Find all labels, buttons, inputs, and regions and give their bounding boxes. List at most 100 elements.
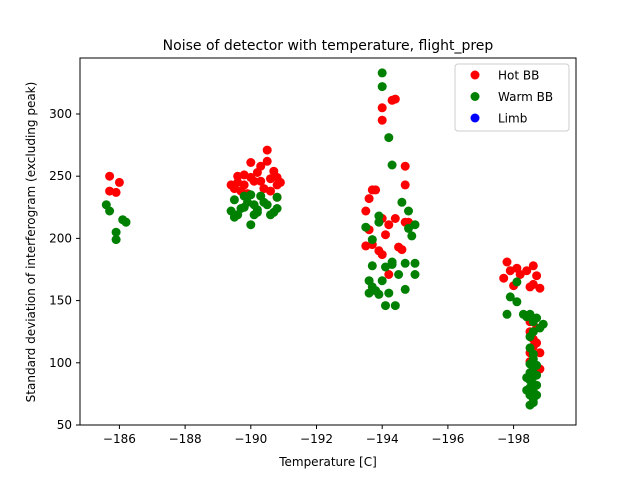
point-warm-bb-42 — [384, 288, 394, 298]
point-warm-bb-1 — [105, 206, 115, 216]
legend-marker-hot-bb — [470, 70, 480, 80]
point-hot-bb-60 — [528, 261, 538, 271]
point-hot-bb-9 — [239, 180, 249, 190]
point-hot-bb-36 — [377, 250, 387, 260]
point-warm-bb-25 — [252, 207, 262, 217]
point-warm-bb-39 — [377, 276, 387, 286]
point-warm-bb-3 — [111, 235, 121, 245]
point-warm-bb-37 — [377, 68, 387, 78]
point-hot-bb-17 — [256, 161, 266, 171]
point-hot-bb-44 — [384, 220, 394, 230]
point-warm-bb-47 — [384, 133, 394, 143]
point-warm-bb-14 — [246, 220, 256, 230]
point-hot-bb-45 — [390, 214, 400, 223]
y-tick-label: 50 — [57, 418, 72, 432]
point-warm-bb-91 — [522, 373, 532, 383]
point-hot-bb-29 — [364, 194, 374, 204]
point-hot-bb-43 — [384, 270, 394, 279]
point-warm-bb-26 — [246, 190, 256, 200]
point-warm-bb-69 — [538, 319, 548, 329]
point-warm-bb-5 — [121, 217, 131, 227]
chart-title: Noise of detector with temperature, flig… — [163, 38, 494, 54]
x-axis: −186 −188 −190 −192 −194 −196 −198 — [103, 425, 530, 446]
legend-box — [454, 63, 570, 132]
point-hot-bb-38 — [377, 115, 387, 125]
point-warm-bb-50 — [400, 284, 410, 294]
point-warm-bb-90 — [522, 385, 532, 395]
point-hot-bb-47 — [397, 245, 407, 255]
point-warm-bb-64 — [525, 309, 535, 319]
point-hot-bb-0 — [105, 171, 115, 181]
point-warm-bb-58 — [502, 309, 512, 319]
point-hot-bb-28 — [361, 206, 371, 216]
y-axis-label: Standard deviation of interferogram (exc… — [24, 82, 38, 403]
point-warm-bb-57 — [404, 223, 413, 233]
point-warm-bb-89 — [532, 360, 542, 370]
point-warm-bb-51 — [404, 206, 413, 216]
point-warm-bb-61 — [512, 277, 522, 287]
legend-label-hot-bb: Hot BB — [498, 69, 539, 83]
points-layer — [101, 68, 548, 410]
y-tick-label: 300 — [49, 107, 72, 121]
point-warm-bb-55 — [410, 258, 420, 268]
point-hot-bb-53 — [499, 273, 509, 283]
x-tick-label: −192 — [300, 432, 333, 446]
point-warm-bb-85 — [525, 400, 535, 410]
point-warm-bb-2 — [111, 227, 121, 237]
point-hot-bb-14 — [249, 176, 259, 186]
point-hot-bb-62 — [532, 271, 542, 281]
point-warm-bb-44 — [387, 257, 397, 267]
point-hot-bb-22 — [266, 186, 275, 196]
legend-marker-limb — [470, 113, 480, 123]
point-warm-bb-38 — [377, 82, 387, 92]
point-hot-bb-3 — [114, 177, 124, 187]
point-hot-bb-63 — [535, 283, 545, 293]
y-axis: 50 100 150 200 250 300 — [49, 107, 80, 432]
point-warm-bb-35 — [374, 211, 384, 221]
point-hot-bb-13 — [246, 158, 256, 167]
point-warm-bb-31 — [367, 261, 377, 271]
point-warm-bb-88 — [532, 370, 542, 380]
plot-frame — [79, 57, 577, 426]
point-warm-bb-49 — [397, 197, 407, 207]
y-tick-label: 150 — [49, 294, 72, 308]
point-hot-bb-32 — [371, 185, 381, 195]
point-warm-bb-45 — [390, 301, 400, 311]
x-tick-label: −198 — [497, 432, 530, 446]
point-warm-bb-20 — [262, 200, 272, 210]
point-hot-bb-58 — [522, 266, 532, 276]
point-hot-bb-16 — [256, 176, 266, 186]
point-warm-bb-59 — [505, 292, 515, 302]
point-warm-bb-27 — [361, 222, 371, 232]
point-hot-bb-57 — [515, 270, 525, 279]
point-warm-bb-87 — [532, 380, 542, 390]
point-warm-bb-24 — [272, 192, 282, 202]
point-hot-bb-19 — [262, 156, 272, 166]
legend-label-warm-bb: Warm BB — [498, 90, 553, 104]
point-hot-bb-37 — [377, 103, 387, 113]
legend-label-limb: Limb — [498, 112, 527, 126]
point-warm-bb-70 — [525, 332, 535, 342]
point-warm-bb-52 — [400, 258, 410, 268]
point-warm-bb-86 — [532, 390, 542, 400]
point-hot-bb-2 — [111, 187, 121, 197]
point-warm-bb-56 — [410, 270, 420, 279]
legend: Hot BB Warm BB Limb — [454, 63, 570, 132]
point-hot-bb-26 — [275, 177, 285, 187]
point-warm-bb-67 — [532, 313, 542, 323]
point-warm-bb-23 — [272, 204, 282, 213]
point-hot-bb-40 — [390, 94, 400, 104]
point-warm-bb-41 — [381, 301, 390, 311]
point-warm-bb-53 — [407, 231, 417, 241]
x-tick-label: −196 — [431, 432, 464, 446]
point-hot-bb-49 — [400, 180, 410, 190]
y-tick-label: 250 — [49, 169, 72, 183]
x-tick-label: −186 — [103, 432, 136, 446]
x-tick-label: −190 — [234, 432, 267, 446]
point-warm-bb-48 — [394, 270, 404, 279]
point-hot-bb-48 — [400, 161, 410, 171]
point-hot-bb-42 — [381, 230, 390, 240]
point-warm-bb-34 — [374, 289, 384, 299]
x-tick-label: −188 — [169, 432, 202, 446]
